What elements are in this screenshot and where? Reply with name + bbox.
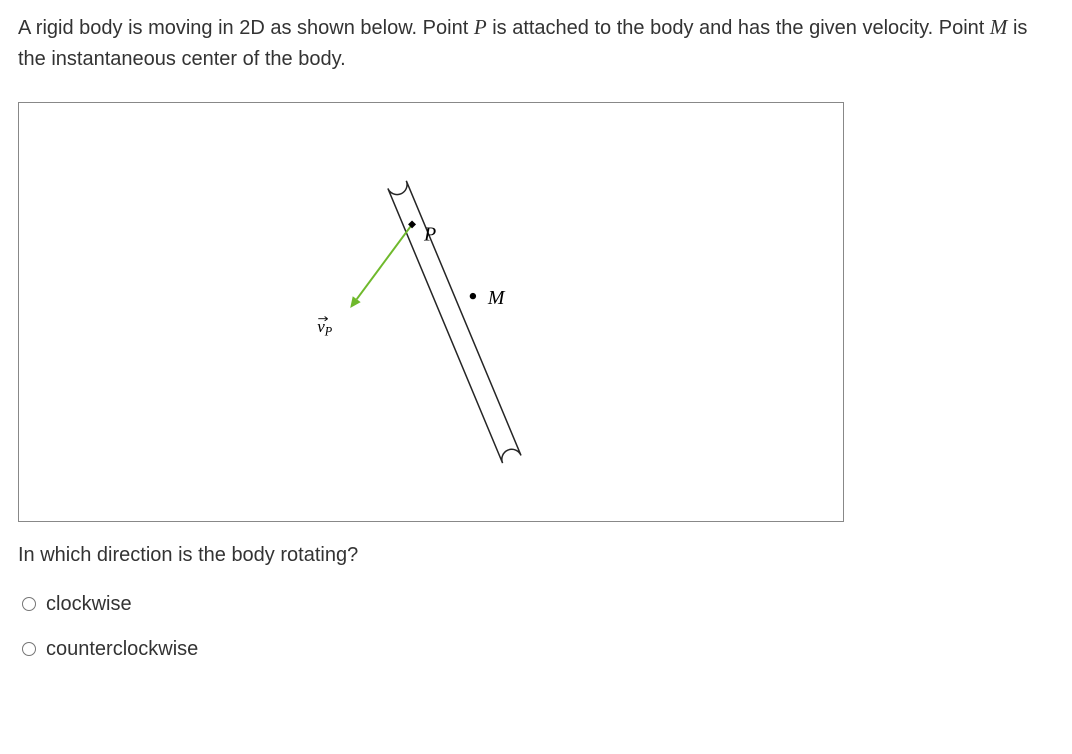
option-counterclockwise[interactable]: counterclockwise — [22, 638, 1054, 661]
radio-clockwise[interactable] — [22, 597, 36, 611]
q-P-symbol: P — [474, 15, 487, 39]
q-part-2: is attached to the body and has the give… — [487, 17, 990, 39]
followup-question: In which direction is the body rotating? — [18, 544, 1054, 567]
svg-text:P: P — [423, 223, 436, 245]
question-text: A rigid body is moving in 2D as shown be… — [18, 12, 1054, 74]
radio-counterclockwise[interactable] — [22, 642, 36, 656]
option-clockwise[interactable]: clockwise — [22, 593, 1054, 616]
figure-container: PMvP — [18, 102, 844, 522]
q-M-symbol: M — [990, 15, 1008, 39]
option-clockwise-label: clockwise — [46, 593, 132, 616]
options-group: clockwise counterclockwise — [18, 593, 1054, 661]
option-counterclockwise-label: counterclockwise — [46, 638, 198, 661]
svg-text:M: M — [487, 287, 506, 309]
q-part-1: A rigid body is moving in 2D as shown be… — [18, 17, 474, 39]
figure-svg: PMvP — [19, 103, 843, 521]
